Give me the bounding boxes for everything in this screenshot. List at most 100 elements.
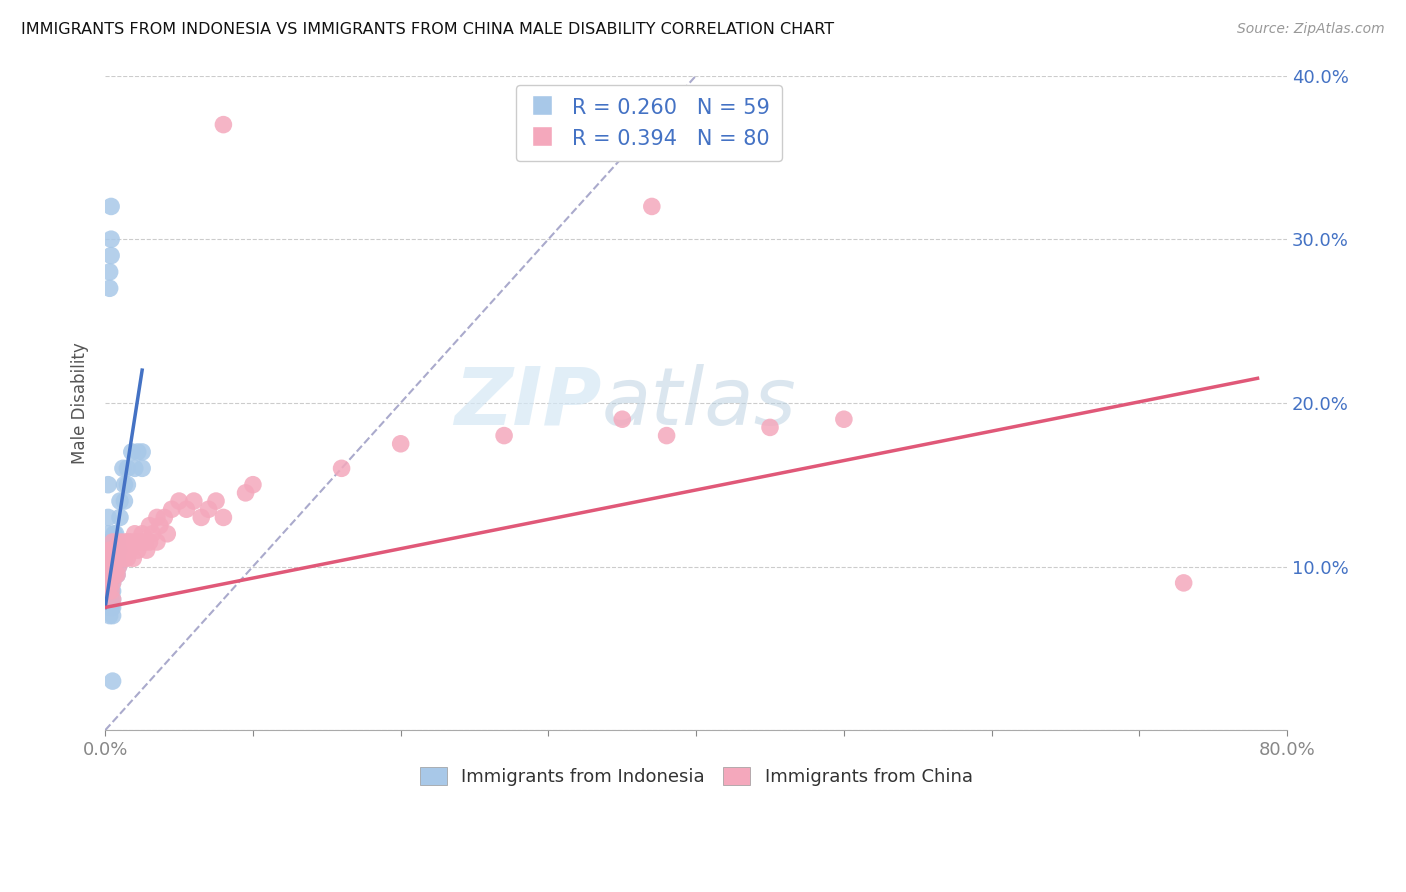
Point — [117, 551, 139, 566]
Point — [104, 526, 127, 541]
Point — [115, 543, 138, 558]
Point — [101, 575, 124, 590]
Point — [111, 461, 134, 475]
Point — [98, 575, 121, 590]
Point — [97, 559, 120, 574]
Point — [138, 535, 160, 549]
Point — [103, 551, 125, 566]
Point — [120, 543, 142, 558]
Point — [105, 567, 128, 582]
Point — [101, 543, 124, 558]
Point — [103, 559, 125, 574]
Point — [104, 559, 127, 574]
Point — [101, 559, 124, 574]
Point — [101, 559, 124, 574]
Point — [100, 600, 122, 615]
Point — [108, 510, 131, 524]
Text: IMMIGRANTS FROM INDONESIA VS IMMIGRANTS FROM CHINA MALE DISABILITY CORRELATION C: IMMIGRANTS FROM INDONESIA VS IMMIGRANTS … — [21, 22, 834, 37]
Point — [389, 437, 412, 451]
Y-axis label: Male Disability: Male Disability — [72, 342, 89, 464]
Point — [101, 608, 124, 623]
Point — [124, 461, 146, 475]
Point — [146, 510, 169, 524]
Point — [98, 543, 121, 558]
Point — [98, 600, 121, 615]
Point — [101, 535, 124, 549]
Point — [127, 543, 149, 558]
Point — [124, 526, 146, 541]
Point — [98, 551, 121, 566]
Point — [100, 248, 122, 262]
Point — [103, 559, 125, 574]
Text: atlas: atlas — [602, 364, 796, 442]
Point — [97, 584, 120, 599]
Point — [212, 510, 235, 524]
Point — [100, 551, 122, 566]
Point — [105, 543, 128, 558]
Point — [100, 232, 122, 246]
Point — [655, 428, 678, 442]
Point — [100, 567, 122, 582]
Point — [242, 477, 264, 491]
Point — [197, 502, 219, 516]
Point — [97, 477, 120, 491]
Point — [98, 592, 121, 607]
Point — [100, 567, 122, 582]
Point — [103, 526, 125, 541]
Point — [100, 584, 122, 599]
Point — [101, 535, 124, 549]
Point — [97, 526, 120, 541]
Point — [235, 486, 257, 500]
Point — [127, 445, 149, 459]
Point — [135, 543, 157, 558]
Point — [103, 543, 125, 558]
Point — [108, 535, 131, 549]
Point — [110, 543, 132, 558]
Point — [131, 526, 153, 541]
Point — [98, 559, 121, 574]
Text: Source: ZipAtlas.com: Source: ZipAtlas.com — [1237, 22, 1385, 37]
Point — [100, 551, 122, 566]
Point — [97, 567, 120, 582]
Point — [98, 265, 121, 279]
Point — [101, 551, 124, 566]
Point — [612, 412, 634, 426]
Point — [117, 461, 139, 475]
Point — [100, 559, 122, 574]
Point — [107, 559, 129, 574]
Point — [98, 567, 121, 582]
Point — [112, 551, 135, 566]
Text: ZIP: ZIP — [454, 364, 602, 442]
Point — [101, 592, 124, 607]
Point — [101, 584, 124, 599]
Point — [167, 494, 190, 508]
Point — [107, 559, 129, 574]
Point — [190, 510, 212, 524]
Point — [100, 543, 122, 558]
Point — [98, 535, 121, 549]
Point — [101, 551, 124, 566]
Point — [97, 510, 120, 524]
Point — [112, 535, 135, 549]
Point — [759, 420, 782, 434]
Point — [104, 543, 127, 558]
Point — [134, 535, 156, 549]
Legend: Immigrants from Indonesia, Immigrants from China: Immigrants from Indonesia, Immigrants fr… — [412, 759, 980, 793]
Point — [101, 543, 124, 558]
Point — [107, 543, 129, 558]
Point — [138, 518, 160, 533]
Point — [98, 281, 121, 295]
Point — [121, 445, 143, 459]
Point — [131, 445, 153, 459]
Point — [125, 535, 148, 549]
Point — [101, 592, 124, 607]
Point — [131, 461, 153, 475]
Point — [122, 551, 145, 566]
Point — [100, 199, 122, 213]
Point — [105, 535, 128, 549]
Point — [146, 535, 169, 549]
Point — [104, 543, 127, 558]
Point — [330, 461, 353, 475]
Point — [105, 551, 128, 566]
Point — [98, 543, 121, 558]
